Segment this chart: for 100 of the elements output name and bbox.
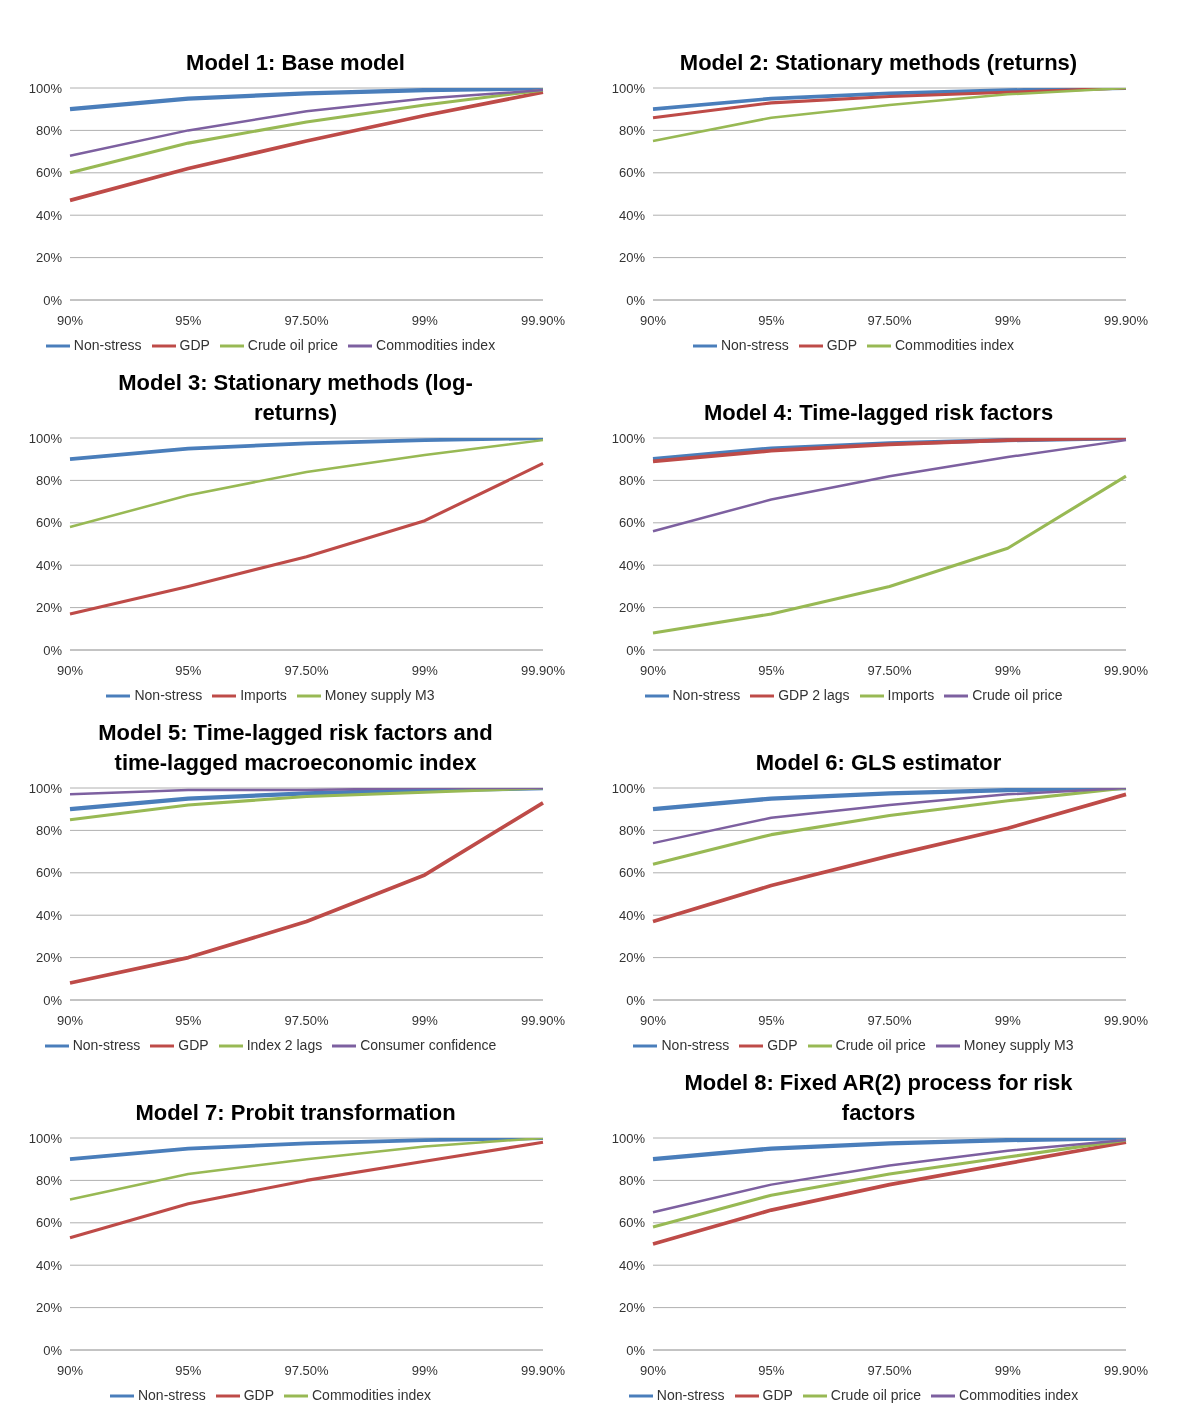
y-tick-label: 60% bbox=[35, 1215, 63, 1231]
x-tick-label: 90% bbox=[639, 1363, 667, 1379]
legend-label: Money supply M3 bbox=[963, 1036, 1074, 1053]
y-tick-label: 40% bbox=[35, 557, 63, 573]
x-tick-label: 90% bbox=[639, 313, 667, 329]
legend-label: Crude oil price bbox=[972, 686, 1063, 703]
line-series bbox=[68, 800, 545, 985]
y-tick-label: 20% bbox=[618, 1300, 646, 1316]
line-series bbox=[651, 474, 1128, 635]
line-series bbox=[68, 1138, 545, 1162]
legend-label: Imports bbox=[240, 686, 287, 703]
y-tick-label: 20% bbox=[35, 950, 63, 966]
legend-label: Imports bbox=[887, 686, 935, 703]
line-series bbox=[650, 1138, 1129, 1162]
line-series bbox=[68, 461, 545, 616]
legend-label: GDP bbox=[767, 1036, 798, 1053]
y-tick-label: 100% bbox=[28, 430, 63, 446]
x-tick-label: 99.90% bbox=[1103, 1363, 1149, 1379]
legend-label: GDP bbox=[243, 1386, 274, 1403]
x-tick-label: 95% bbox=[758, 1363, 785, 1379]
line-series bbox=[68, 1138, 545, 1201]
y-tick-label: 60% bbox=[35, 865, 63, 881]
legend-label: Non-stress bbox=[137, 1386, 206, 1403]
x-tick-label: 99% bbox=[994, 313, 1022, 329]
y-tick-label: 0% bbox=[626, 1342, 646, 1358]
y-tick-label: 0% bbox=[626, 642, 646, 658]
x-tick-label: 97.50% bbox=[867, 1363, 912, 1379]
y-tick-label: 100% bbox=[611, 430, 646, 446]
x-tick-label: 99% bbox=[994, 1013, 1022, 1029]
y-tick-label: 40% bbox=[35, 207, 63, 223]
y-tick-label: 20% bbox=[35, 600, 63, 616]
chart-title: Model 5: Time-lagged risk factors and time-lagged macroeconomic index bbox=[97, 719, 494, 777]
line-series bbox=[68, 88, 545, 175]
legend-label: GDP 2 lags bbox=[778, 686, 850, 703]
y-tick-label: 0% bbox=[43, 992, 63, 1008]
y-tick-label: 80% bbox=[618, 473, 646, 489]
y-tick-label: 100% bbox=[28, 80, 63, 96]
legend-label: Index 2 lags bbox=[246, 1036, 323, 1053]
legend-label: Non-stress bbox=[73, 336, 142, 353]
line-series bbox=[651, 792, 1128, 924]
y-tick-label: 0% bbox=[43, 642, 63, 658]
line-series bbox=[651, 1138, 1128, 1229]
legend-label: Commodities index bbox=[894, 336, 1015, 353]
y-tick-label: 40% bbox=[618, 207, 646, 223]
legend-label: Crude oil price bbox=[830, 1386, 922, 1403]
legend-label: Crude oil price bbox=[835, 1036, 926, 1053]
x-tick-label: 99% bbox=[411, 663, 439, 679]
x-tick-label: 99.90% bbox=[1103, 313, 1149, 329]
legend-label: Commodities index bbox=[311, 1386, 432, 1403]
x-tick-label: 90% bbox=[56, 1363, 84, 1379]
x-tick-label: 99% bbox=[411, 1013, 439, 1029]
y-tick-label: 60% bbox=[618, 515, 646, 531]
x-tick-label: 95% bbox=[175, 1363, 202, 1379]
line-series bbox=[68, 88, 545, 158]
x-tick-label: 99.90% bbox=[520, 663, 566, 679]
y-tick-label: 40% bbox=[618, 907, 646, 923]
x-tick-label: 99% bbox=[994, 663, 1022, 679]
chart-title: Model 7: Probit transformation bbox=[135, 1099, 456, 1127]
legend-label: Non-stress bbox=[134, 686, 203, 703]
y-tick-label: 80% bbox=[618, 823, 646, 839]
legend-label: GDP bbox=[178, 1036, 209, 1053]
legend-label: Consumer confidence bbox=[360, 1036, 497, 1053]
y-tick-label: 100% bbox=[611, 780, 646, 796]
y-tick-label: 80% bbox=[618, 1173, 646, 1189]
x-tick-label: 99.90% bbox=[520, 1363, 566, 1379]
y-tick-label: 20% bbox=[35, 250, 63, 266]
y-tick-label: 80% bbox=[35, 1173, 63, 1189]
legend-label: GDP bbox=[826, 336, 857, 353]
y-tick-label: 0% bbox=[626, 292, 646, 308]
x-tick-label: 95% bbox=[175, 1013, 202, 1029]
chart-title: Model 3: Stationary methods (log-returns) bbox=[117, 369, 474, 427]
line-series bbox=[651, 88, 1128, 143]
x-tick-label: 90% bbox=[639, 1013, 667, 1029]
legend-label: GDP bbox=[762, 1386, 793, 1403]
x-tick-label: 95% bbox=[758, 1013, 785, 1029]
y-tick-label: 20% bbox=[618, 950, 646, 966]
line-series bbox=[651, 788, 1128, 845]
legend-label: Non-stress bbox=[72, 1036, 141, 1053]
y-tick-label: 60% bbox=[618, 865, 646, 881]
line-series bbox=[651, 438, 1128, 533]
chart-title: Model 2: Stationary methods (returns) bbox=[679, 49, 1078, 77]
x-tick-label: 99.90% bbox=[520, 313, 566, 329]
line-series bbox=[651, 788, 1128, 866]
legend-label: Non-stress bbox=[720, 336, 789, 353]
legend-label: Non-stress bbox=[672, 686, 741, 703]
x-tick-label: 97.50% bbox=[284, 313, 329, 329]
line-series bbox=[651, 1140, 1128, 1246]
line-series bbox=[68, 438, 545, 462]
x-tick-label: 95% bbox=[758, 313, 785, 329]
y-tick-label: 80% bbox=[618, 123, 646, 139]
y-tick-label: 80% bbox=[35, 823, 63, 839]
x-tick-label: 99.90% bbox=[1103, 1013, 1149, 1029]
legend-label: Commodities index bbox=[959, 1386, 1079, 1403]
chart-title: Model 8: Fixed AR(2) process for risk factors bbox=[683, 1069, 1074, 1127]
x-tick-label: 95% bbox=[758, 663, 785, 679]
y-tick-label: 0% bbox=[43, 1342, 63, 1358]
x-tick-label: 90% bbox=[56, 1013, 84, 1029]
x-tick-label: 90% bbox=[56, 663, 84, 679]
y-tick-label: 40% bbox=[618, 1257, 646, 1273]
y-tick-label: 80% bbox=[35, 123, 63, 139]
